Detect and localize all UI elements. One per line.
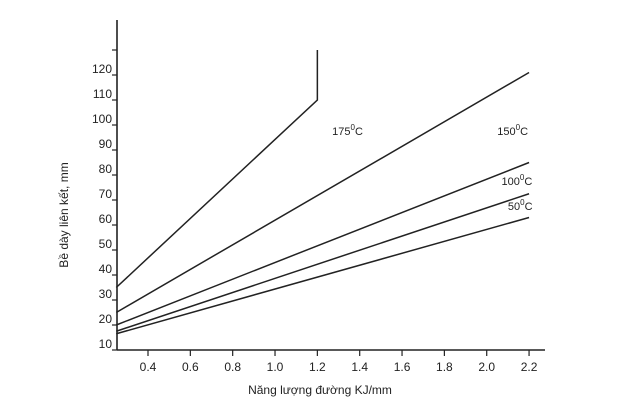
x-tick-label: 1.4 <box>351 360 368 374</box>
y-tick-label: 30 <box>99 287 113 301</box>
series-line <box>116 193 530 332</box>
x-tick-label: 1.0 <box>267 360 284 374</box>
x-tick-label: 0.4 <box>140 360 157 374</box>
y-tick-label: 50 <box>99 237 113 251</box>
series-label: 1750C <box>332 123 363 138</box>
y-tick-label: 90 <box>99 137 113 151</box>
x-tick-label: 1.2 <box>309 360 326 374</box>
y-tick-label: 60 <box>99 212 113 226</box>
x-tick-label: 0.6 <box>182 360 199 374</box>
y-tick-label: 20 <box>99 312 113 326</box>
x-tick-label: 2.2 <box>521 360 538 374</box>
y-tick-label: 100 <box>92 112 112 126</box>
x-tick-label: 0.8 <box>224 360 241 374</box>
series-line <box>115 161 530 326</box>
series-line <box>115 71 530 314</box>
series-label: 1500C <box>497 123 528 138</box>
y-tick-label: 120 <box>92 62 112 76</box>
y-tick-label: 10 <box>99 337 113 351</box>
x-axis-label: Năng lượng đường KJ/mm <box>248 383 392 397</box>
y-tick-label: 40 <box>99 262 113 276</box>
series-lines: 1750C 1500C 1000C 500C <box>115 50 533 335</box>
series-line <box>116 216 530 335</box>
x-tick-label: 1.8 <box>436 360 453 374</box>
series-label: 1000C <box>502 173 533 188</box>
y-tick-label: 70 <box>99 187 113 201</box>
y-tick-label: 80 <box>99 162 113 176</box>
series-line <box>115 50 319 289</box>
y-axis-label: Bề dày liên kết, mm <box>57 162 71 267</box>
axes: 0.4 0.6 0.8 1.0 1.2 1.4 1.6 1.8 2.0 2.2 10 20 30 40 50… <box>92 20 545 374</box>
x-tick-label: 1.6 <box>394 360 411 374</box>
x-tick-label: 2.0 <box>478 360 495 374</box>
series-label: 500C <box>508 198 533 213</box>
y-tick-label: 110 <box>93 87 112 101</box>
